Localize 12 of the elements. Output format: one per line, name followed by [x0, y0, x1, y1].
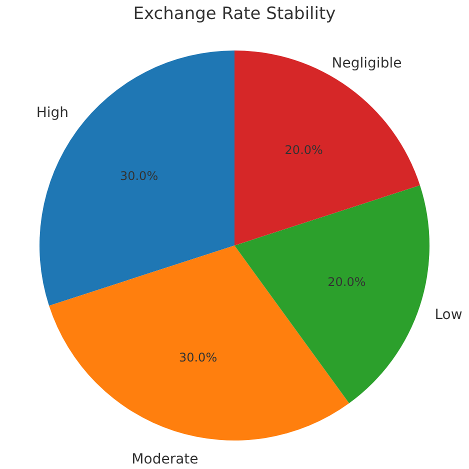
data-label: 30.0%	[120, 169, 158, 184]
data-label: 20.0%	[328, 274, 366, 289]
chart-title: Exchange Rate Stability	[133, 4, 336, 24]
pie-slice	[40, 50, 234, 306]
slice-label: High	[36, 105, 69, 122]
data-label: 30.0%	[178, 350, 218, 365]
slice-label: Negligible	[332, 55, 402, 72]
slice-label: Low	[434, 307, 462, 324]
pie-slice	[234, 185, 430, 404]
pie-slice	[234, 50, 420, 246]
slice-label: Moderate	[132, 451, 198, 468]
data-label: 20.0%	[284, 143, 323, 158]
